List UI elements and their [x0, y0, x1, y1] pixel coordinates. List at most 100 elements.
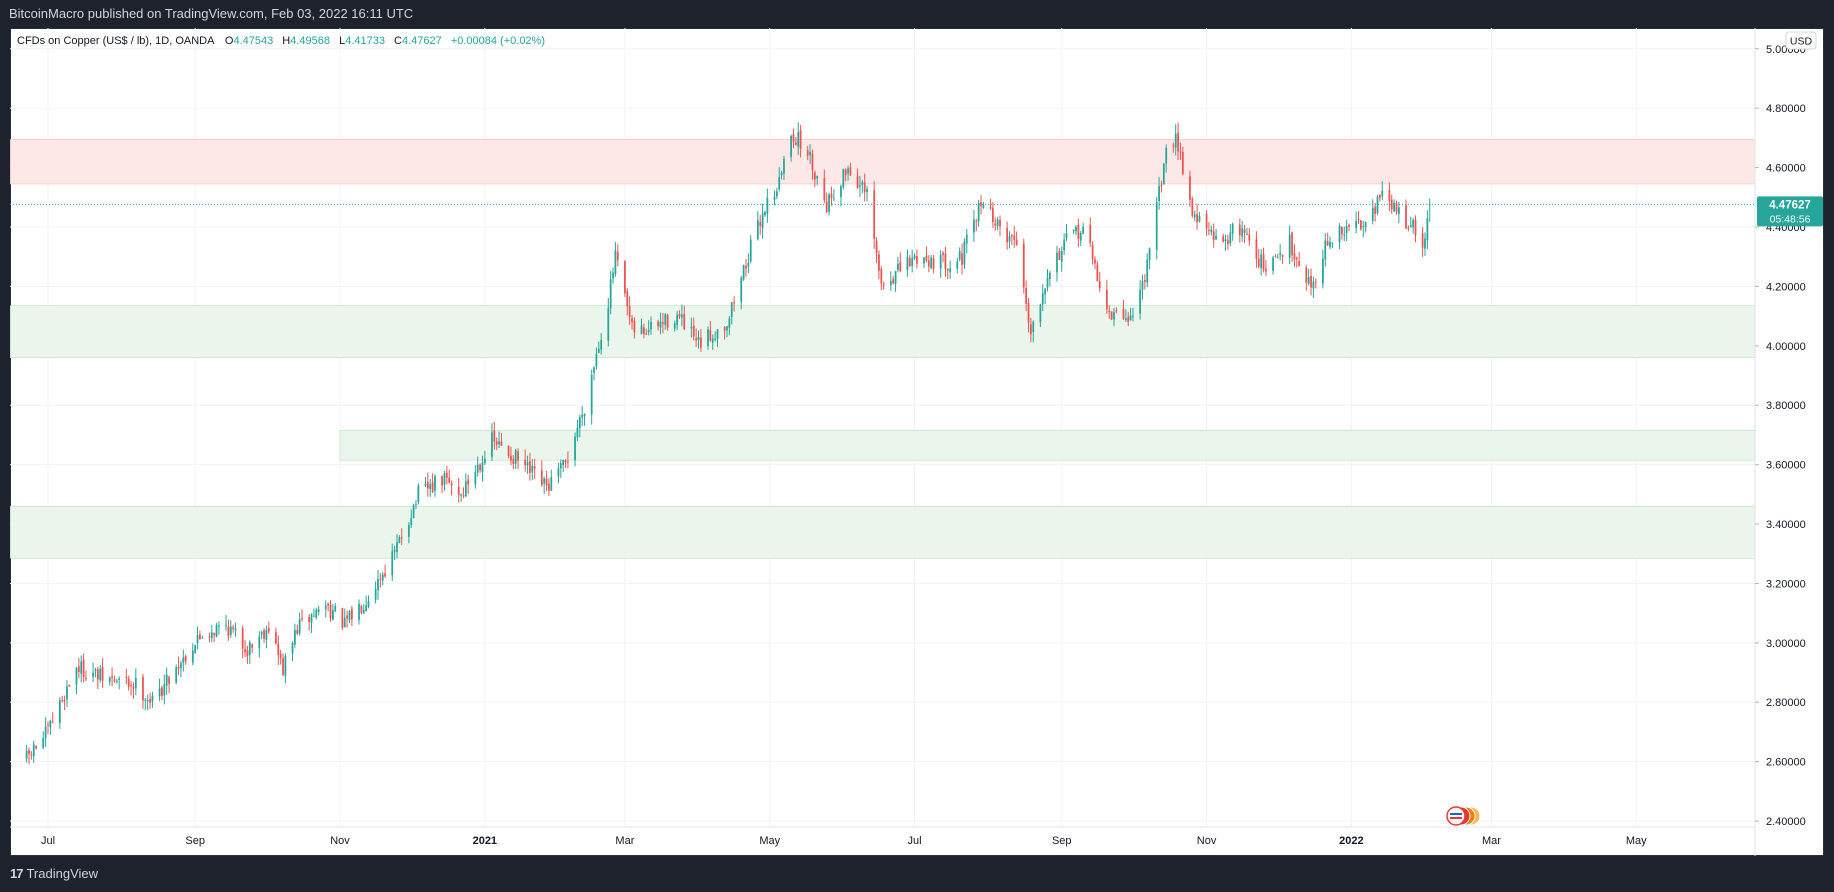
candle-down [1421, 233, 1424, 248]
candle-down [806, 150, 809, 156]
candle-down [1348, 224, 1350, 227]
candle-up [673, 323, 676, 329]
candle-up [1329, 241, 1331, 248]
candle-up [939, 254, 942, 269]
candle-up [1355, 220, 1358, 229]
candle-down [77, 666, 80, 672]
candle-up [1198, 215, 1201, 222]
time-tick-label: Mar [615, 835, 634, 847]
support-zone[interactable] [10, 305, 1756, 358]
candle-up [1139, 289, 1141, 314]
candle-up [180, 663, 182, 669]
price-tick-label: 4.20000 [1766, 281, 1806, 293]
candle-up [291, 643, 294, 654]
candle-up [377, 578, 379, 591]
candle-up [783, 158, 785, 174]
price-zones [10, 139, 1756, 559]
candle-up [973, 219, 975, 233]
published-text: BitcoinMacro published on TradingView.co… [9, 6, 414, 21]
candle-down [341, 607, 344, 628]
candle-up [1148, 248, 1151, 260]
candle-down [1255, 239, 1258, 259]
last-price-tag: 4.47627 05:48:56 [1757, 196, 1823, 227]
candle-up [1362, 226, 1365, 228]
candle-down [51, 721, 54, 723]
candle-down [1013, 235, 1016, 240]
candle-down [1227, 240, 1229, 244]
candle-down [792, 134, 795, 142]
candle-down [975, 220, 978, 222]
candle-up [215, 624, 218, 637]
candle-up [367, 600, 370, 608]
events-flag-icon[interactable] [1446, 806, 1481, 826]
candle-up [158, 688, 161, 697]
candle-down [1388, 190, 1391, 202]
candle-down [863, 182, 866, 193]
tradingview-logo[interactable]: 17 TradingView [10, 865, 98, 883]
currency-button[interactable]: USD [1785, 31, 1817, 50]
candle-down [830, 193, 833, 198]
candle-up [1246, 233, 1248, 235]
candle-up [434, 476, 436, 491]
resistance-zone[interactable] [10, 139, 1756, 185]
candle-up [740, 277, 743, 303]
candle-up [612, 272, 614, 279]
candle-up [816, 176, 819, 179]
candlestick-chart[interactable]: 5.000004.800004.600004.400004.200004.000… [10, 28, 1824, 856]
candle-down [301, 618, 303, 620]
candle-up [749, 239, 752, 262]
candle-up [66, 686, 68, 700]
time-tick-label: May [759, 835, 780, 847]
candle-up [728, 318, 731, 328]
candle-down [441, 476, 443, 486]
price-axis[interactable]: 5.000004.800004.600004.400004.200004.000… [1755, 44, 1806, 828]
price-tick-label: 3.00000 [1766, 638, 1806, 650]
candle-up [1079, 233, 1082, 241]
candle-up [756, 219, 759, 240]
candle-up [764, 211, 766, 216]
candle-up [840, 186, 842, 197]
candle-up [75, 667, 78, 685]
candle-up [334, 606, 337, 612]
candle-up [474, 472, 477, 485]
candle-down [517, 451, 519, 461]
candle-up [680, 314, 683, 318]
candle-down [1029, 324, 1032, 335]
candle-down [723, 327, 726, 331]
candle-up [640, 325, 643, 335]
candle-up [1046, 277, 1049, 288]
candle-down [1058, 251, 1061, 261]
time-axis[interactable]: Jul Sep Nov 2021 Mar May Jul Sep Nov 2022 Mar May [41, 835, 1647, 847]
candle-down [564, 460, 567, 463]
candle-up [443, 473, 446, 485]
candle-down [507, 445, 510, 456]
legend-close-value: 4.47627 [402, 35, 442, 47]
candle-down [1238, 224, 1241, 236]
symbol-legend[interactable]: CFDs on Copper (US$ / lb), 1D, OANDA O4.… [17, 35, 545, 47]
candle-up [797, 132, 800, 147]
candle-up [1231, 223, 1234, 234]
candle-down [932, 258, 935, 269]
candle-up [775, 191, 778, 197]
candle-up [1129, 315, 1132, 321]
candle-up [415, 503, 417, 505]
candle-up [697, 336, 700, 341]
price-tick-label: 4.80000 [1766, 103, 1806, 115]
candle-down [130, 685, 132, 687]
candle-up [108, 677, 111, 682]
candle-up [258, 636, 261, 649]
candle-up [118, 678, 121, 680]
candle-down [533, 466, 536, 469]
candle-down [1243, 229, 1246, 233]
candle-up [163, 684, 166, 696]
candle-up [1279, 253, 1282, 255]
support-zone[interactable] [339, 430, 1756, 461]
candle-up [576, 428, 579, 437]
svg-text:CFDs on Copper (US$ / lb), 1D,: CFDs on Copper (US$ / lb), 1D, OANDA O4.… [17, 35, 545, 47]
candle-up [906, 256, 909, 271]
candle-down [1360, 220, 1362, 230]
candle-up [1288, 234, 1291, 258]
support-zone[interactable] [10, 505, 1756, 559]
candle-up [374, 589, 377, 600]
candle-down [1096, 264, 1099, 282]
